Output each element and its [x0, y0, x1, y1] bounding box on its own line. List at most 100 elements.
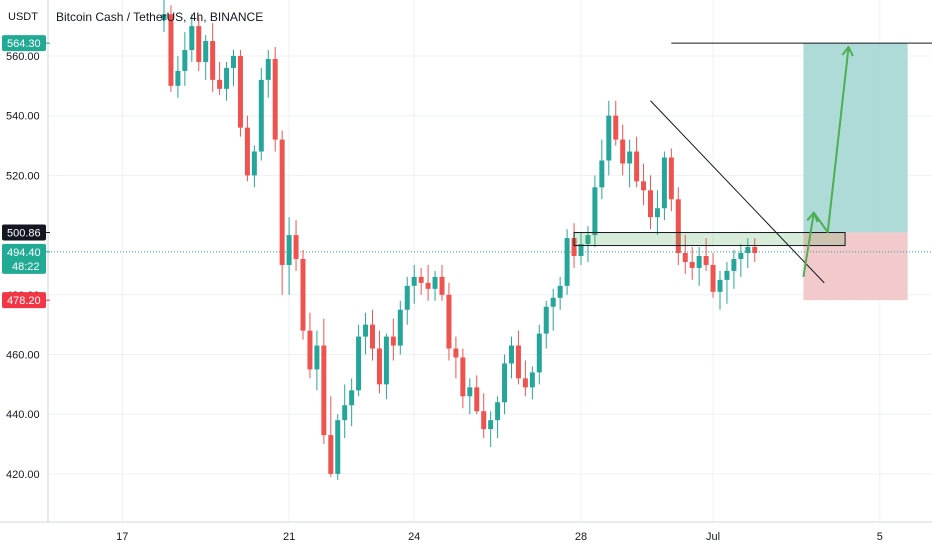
candle-body: [696, 255, 702, 268]
candle-up: [404, 276, 410, 325]
candle-body: [328, 435, 334, 474]
candle-body: [224, 67, 230, 89]
candle-body: [627, 151, 633, 164]
candle-series: [161, 0, 758, 480]
descending-trendline: [650, 100, 825, 284]
candle-body: [231, 56, 236, 68]
candle-body: [237, 56, 243, 128]
candle-body: [620, 139, 626, 164]
y-tick-label: 520.00: [6, 170, 40, 182]
candle-body: [189, 26, 195, 51]
candle-down: [272, 47, 278, 152]
x-tick-label: 21: [283, 531, 295, 543]
candle-body: [397, 309, 403, 346]
candle-body: [522, 378, 528, 388]
entry-price-tag: 500.86: [7, 228, 41, 240]
candle-down: [279, 130, 285, 295]
candle-body: [467, 387, 473, 397]
candle-body: [363, 324, 369, 337]
candle-up: [265, 50, 271, 98]
projection-path: [802, 46, 850, 278]
candle-down: [237, 50, 243, 137]
candle-up: [203, 35, 209, 80]
candle-down: [439, 264, 445, 301]
candle-down: [613, 100, 619, 146]
candle-body: [731, 258, 737, 271]
candle-body: [203, 41, 209, 62]
candle-body: [293, 235, 299, 259]
x-tick-label: 17: [116, 531, 128, 543]
candle-body: [335, 420, 341, 474]
grid-lines: [48, 0, 932, 522]
candle-body: [717, 279, 723, 292]
candle-down: [370, 309, 375, 361]
last-price-tag-bg: [2, 243, 46, 274]
candle-body: [425, 282, 431, 289]
candle-body: [682, 253, 688, 262]
candle-up: [738, 244, 744, 277]
candle-down: [689, 247, 695, 280]
candle-up: [397, 300, 403, 355]
candle-body: [182, 50, 188, 71]
x-tick-label: 5: [877, 531, 883, 543]
y-tick-label: 540.00: [6, 111, 40, 123]
candle-up: [432, 270, 438, 301]
candle-up: [182, 32, 188, 86]
y-tick-label: 560.00: [6, 51, 40, 63]
candle-body: [536, 333, 542, 373]
candle-body: [529, 372, 535, 388]
candle-body: [550, 297, 556, 307]
candle-down: [425, 264, 431, 301]
candle-down: [474, 375, 480, 415]
candle-body: [474, 387, 480, 412]
candle-body: [376, 348, 382, 385]
candle-down: [196, 17, 202, 71]
candle-body: [168, 14, 174, 86]
candle-up: [224, 61, 230, 101]
candle-body: [543, 306, 549, 334]
candle-body: [342, 405, 348, 421]
arrow-head-icon: [841, 46, 854, 57]
candle-body: [383, 336, 389, 385]
candle-body: [654, 208, 660, 218]
candle-up: [536, 324, 542, 385]
candle-down: [418, 267, 424, 295]
candle-down: [307, 312, 313, 379]
x-tick-label: 28: [575, 531, 587, 543]
candle-up: [578, 232, 584, 265]
candle-up: [251, 145, 257, 188]
candle-down: [446, 282, 452, 361]
candle-body: [557, 285, 563, 298]
candle-down: [168, 5, 174, 92]
candle-body: [265, 58, 271, 80]
candle-up: [258, 67, 264, 161]
candle-up: [363, 312, 369, 355]
candle-up: [502, 354, 508, 415]
y-tick-label: 420.00: [6, 469, 40, 481]
candle-up: [349, 378, 355, 427]
candle-body: [439, 276, 445, 295]
candle-down: [668, 148, 674, 212]
candle-up: [606, 100, 612, 176]
candle-body: [411, 276, 417, 286]
candle-body: [571, 238, 577, 256]
candle-body: [251, 151, 257, 176]
candle-body: [258, 79, 264, 152]
candle-down: [620, 124, 626, 176]
arrow-head-icon: [806, 211, 819, 223]
candle-body: [460, 357, 466, 397]
candle-down: [752, 238, 758, 262]
countdown-label: 48:22: [12, 261, 40, 273]
candle-body: [606, 115, 612, 161]
symbol-title[interactable]: Bitcoin Cash / TetherUS, 4h, BINANCE: [56, 10, 263, 24]
stop-price-tag-bg: [2, 292, 46, 309]
candle-down: [481, 393, 487, 439]
candle-body: [613, 115, 619, 140]
candle-down: [300, 250, 306, 340]
candle-body: [321, 345, 327, 436]
candle-body: [592, 187, 598, 236]
candle-up: [411, 264, 417, 304]
candle-body: [210, 41, 216, 80]
